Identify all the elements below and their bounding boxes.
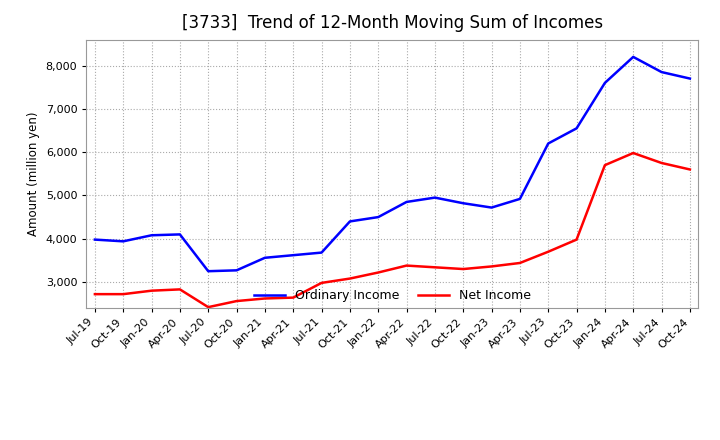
Ordinary Income — [544, 141, 552, 146]
Net Income — [204, 304, 212, 310]
Ordinary Income — [516, 196, 524, 202]
Net Income — [233, 298, 241, 304]
Y-axis label: Amount (million yen): Amount (million yen) — [27, 112, 40, 236]
Ordinary Income — [148, 233, 156, 238]
Net Income — [289, 295, 297, 300]
Ordinary Income — [431, 195, 439, 200]
Line: Net Income: Net Income — [95, 153, 690, 307]
Net Income — [431, 265, 439, 270]
Net Income — [318, 280, 326, 286]
Ordinary Income — [318, 250, 326, 255]
Title: [3733]  Trend of 12-Month Moving Sum of Incomes: [3733] Trend of 12-Month Moving Sum of I… — [182, 15, 603, 33]
Ordinary Income — [657, 70, 666, 75]
Net Income — [487, 264, 496, 269]
Ordinary Income — [233, 268, 241, 273]
Ordinary Income — [289, 253, 297, 258]
Net Income — [685, 167, 694, 172]
Ordinary Income — [119, 238, 127, 244]
Ordinary Income — [346, 219, 354, 224]
Net Income — [91, 292, 99, 297]
Ordinary Income — [629, 54, 637, 59]
Ordinary Income — [176, 232, 184, 237]
Ordinary Income — [685, 76, 694, 81]
Legend: Ordinary Income, Net Income: Ordinary Income, Net Income — [248, 284, 536, 307]
Net Income — [402, 263, 411, 268]
Net Income — [657, 160, 666, 165]
Ordinary Income — [402, 199, 411, 205]
Net Income — [119, 292, 127, 297]
Net Income — [261, 296, 269, 301]
Net Income — [346, 276, 354, 281]
Ordinary Income — [261, 255, 269, 260]
Line: Ordinary Income: Ordinary Income — [95, 57, 690, 271]
Net Income — [148, 288, 156, 293]
Net Income — [516, 260, 524, 266]
Ordinary Income — [374, 214, 382, 220]
Ordinary Income — [204, 268, 212, 274]
Net Income — [374, 270, 382, 275]
Ordinary Income — [600, 80, 609, 85]
Ordinary Income — [91, 237, 99, 242]
Ordinary Income — [572, 126, 581, 131]
Ordinary Income — [459, 201, 467, 206]
Net Income — [176, 287, 184, 292]
Net Income — [600, 162, 609, 168]
Net Income — [629, 150, 637, 156]
Net Income — [572, 237, 581, 242]
Ordinary Income — [487, 205, 496, 210]
Net Income — [544, 249, 552, 254]
Net Income — [459, 266, 467, 271]
